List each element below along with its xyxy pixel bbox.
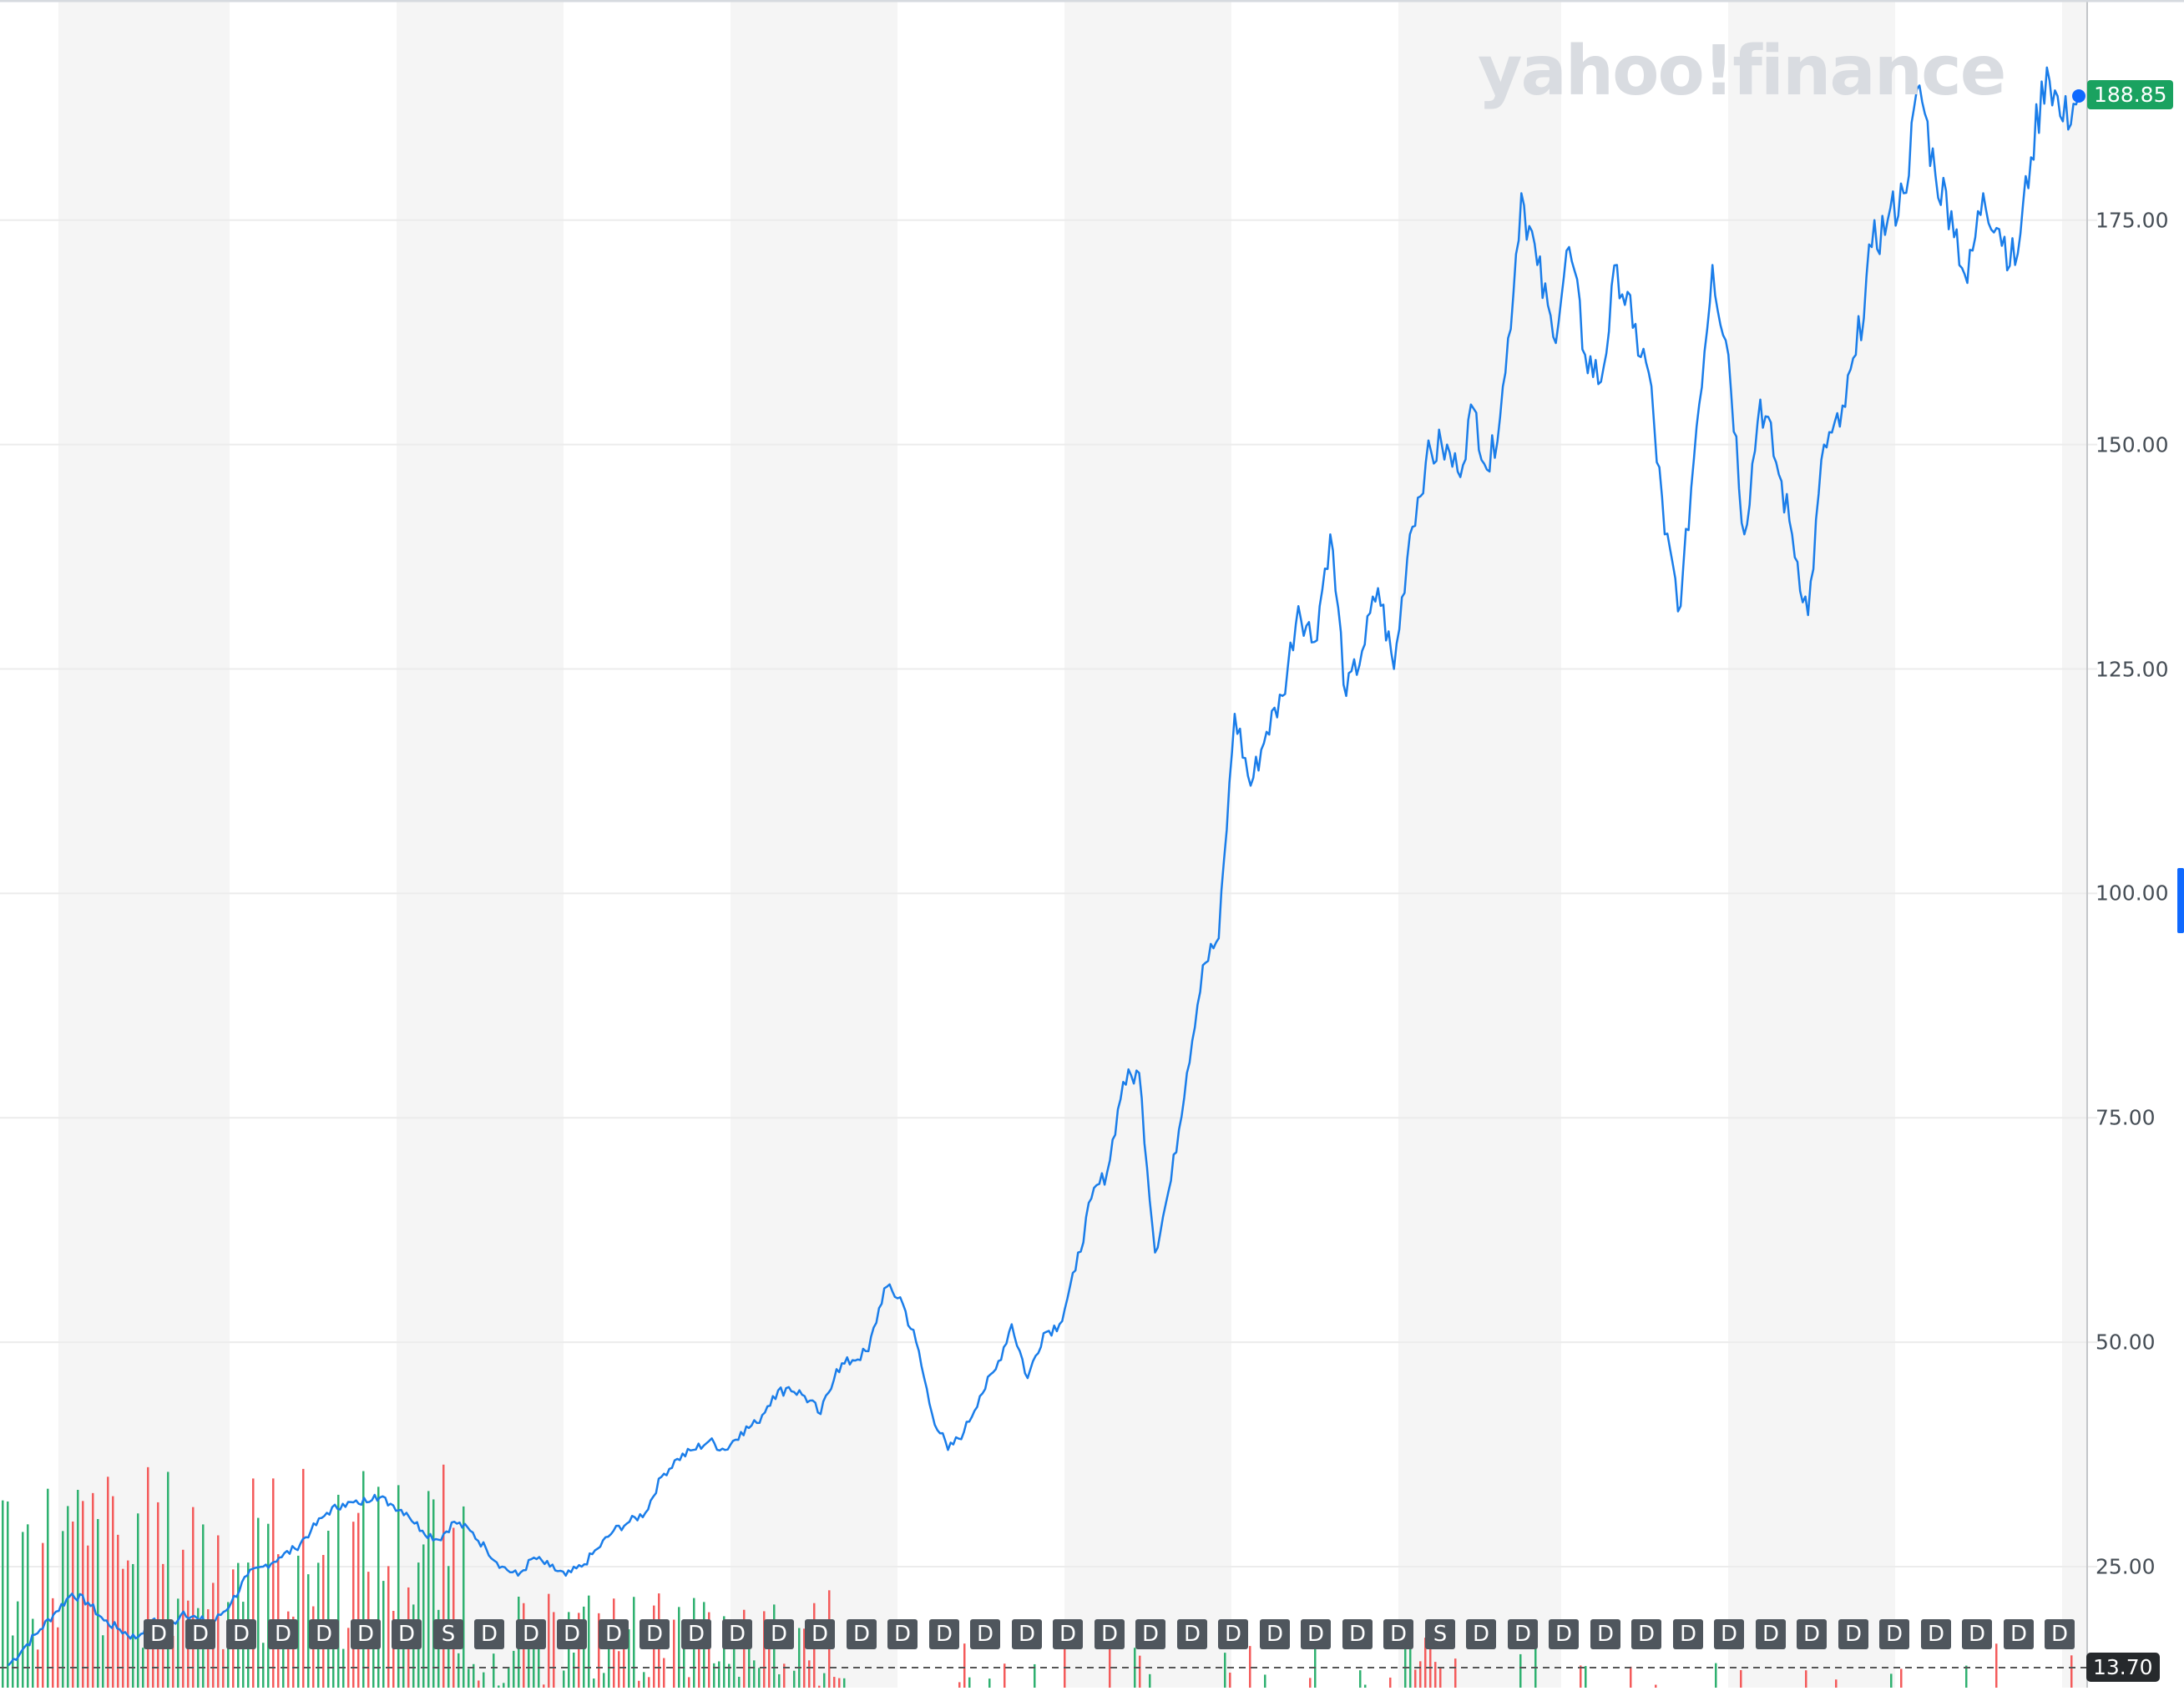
time-band bbox=[2062, 0, 2087, 1688]
dividend-marker[interactable]: D bbox=[351, 1619, 381, 1649]
y-tick-label: 150.00 bbox=[2096, 432, 2169, 457]
dividend-marker[interactable]: D bbox=[847, 1619, 877, 1649]
dividend-marker[interactable]: D bbox=[1260, 1619, 1290, 1649]
dividend-marker[interactable]: D bbox=[1590, 1619, 1620, 1649]
dividend-marker[interactable]: D bbox=[1673, 1619, 1703, 1649]
dividend-marker[interactable]: D bbox=[599, 1619, 629, 1649]
dividend-marker[interactable]: D bbox=[1301, 1619, 1331, 1649]
dividend-marker[interactable]: D bbox=[226, 1619, 256, 1649]
yahoo-finance-watermark: yahoo!finance bbox=[1478, 32, 2006, 111]
dividend-marker[interactable]: D bbox=[1756, 1619, 1786, 1649]
dividend-marker[interactable]: D bbox=[1135, 1619, 1165, 1649]
y-tick-label: 125.00 bbox=[2096, 657, 2169, 681]
dividend-marker[interactable]: D bbox=[1218, 1619, 1248, 1649]
dividend-marker[interactable]: D bbox=[970, 1619, 1000, 1649]
price-line bbox=[8, 66, 2080, 1667]
dividend-marker[interactable]: D bbox=[1921, 1619, 1951, 1649]
time-band bbox=[58, 0, 230, 1688]
time-band bbox=[731, 0, 897, 1688]
volume-reference-label: 13.70 bbox=[2086, 1653, 2160, 1682]
dividend-marker[interactable]: D bbox=[1095, 1619, 1125, 1649]
dividend-marker[interactable]: D bbox=[805, 1619, 835, 1649]
dividend-marker[interactable]: D bbox=[929, 1619, 959, 1649]
y-tick-label: 25.00 bbox=[2096, 1554, 2156, 1579]
dividend-marker[interactable]: D bbox=[1879, 1619, 1909, 1649]
dividend-marker[interactable]: D bbox=[1053, 1619, 1083, 1649]
y-tick-label: 175.00 bbox=[2096, 208, 2169, 233]
current-price-dot bbox=[2072, 89, 2085, 103]
dividend-marker[interactable]: D bbox=[1383, 1619, 1413, 1649]
dividend-marker[interactable]: D bbox=[1177, 1619, 1207, 1649]
y-tick-label: 75.00 bbox=[2096, 1105, 2156, 1130]
dividend-marker[interactable]: D bbox=[1342, 1619, 1373, 1649]
dividend-marker[interactable]: D bbox=[309, 1619, 339, 1649]
dividend-marker[interactable]: D bbox=[2045, 1619, 2075, 1649]
dividend-marker[interactable]: D bbox=[887, 1619, 918, 1649]
time-band bbox=[1398, 0, 1561, 1688]
dividend-marker[interactable]: D bbox=[144, 1619, 174, 1649]
dividend-marker[interactable]: D bbox=[474, 1619, 504, 1649]
dividend-marker[interactable]: D bbox=[557, 1619, 587, 1649]
dividend-marker[interactable]: D bbox=[268, 1619, 298, 1649]
y-tick-label: 100.00 bbox=[2096, 881, 2169, 906]
dividend-marker[interactable]: D bbox=[1549, 1619, 1579, 1649]
dividend-marker[interactable]: D bbox=[764, 1619, 794, 1649]
dividend-marker[interactable]: D bbox=[1466, 1619, 1496, 1649]
dividend-marker[interactable]: D bbox=[1714, 1619, 1744, 1649]
dividend-marker[interactable]: D bbox=[1631, 1619, 1661, 1649]
dividend-marker[interactable]: D bbox=[1508, 1619, 1538, 1649]
dividend-marker[interactable]: D bbox=[2004, 1619, 2034, 1649]
dividend-marker[interactable]: D bbox=[1962, 1619, 1992, 1649]
split-marker[interactable]: S bbox=[433, 1619, 463, 1649]
dividend-marker[interactable]: D bbox=[681, 1619, 711, 1649]
dividend-marker[interactable]: D bbox=[516, 1619, 546, 1649]
dividend-marker[interactable]: D bbox=[1838, 1619, 1868, 1649]
gridlines bbox=[0, 219, 2097, 1567]
dividend-marker[interactable]: D bbox=[1797, 1619, 1827, 1649]
dividend-marker[interactable]: D bbox=[640, 1619, 670, 1649]
time-band bbox=[397, 0, 564, 1688]
time-band bbox=[1728, 0, 1895, 1688]
current-price-label: 188.85 bbox=[2087, 80, 2174, 109]
dividend-marker[interactable]: D bbox=[1012, 1619, 1042, 1649]
dividend-marker[interactable]: D bbox=[185, 1619, 215, 1649]
dividend-marker[interactable]: D bbox=[722, 1619, 752, 1649]
time-bands bbox=[58, 0, 2087, 1688]
dividend-marker[interactable]: D bbox=[392, 1619, 422, 1649]
scroll-handle[interactable] bbox=[2177, 868, 2184, 933]
y-tick-label: 50.00 bbox=[2096, 1330, 2156, 1355]
time-band bbox=[1064, 0, 1231, 1688]
split-marker[interactable]: S bbox=[1425, 1619, 1455, 1649]
